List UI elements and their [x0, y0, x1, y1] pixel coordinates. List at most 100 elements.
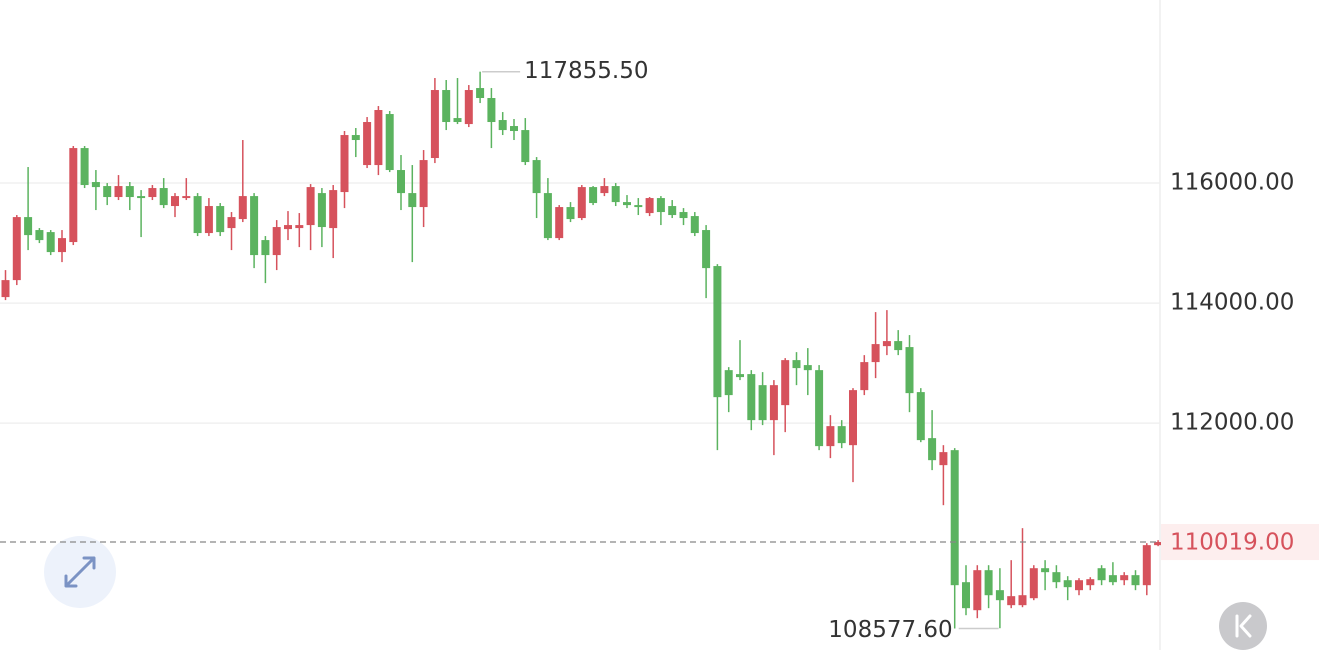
candle-body [1075, 580, 1083, 591]
candle-body [238, 196, 247, 220]
candle-body [803, 365, 812, 371]
candle-body [1108, 575, 1117, 583]
expand-icon[interactable] [64, 556, 96, 588]
candle-body [939, 452, 948, 466]
candle-body [679, 212, 688, 219]
candle-body [984, 570, 993, 596]
candle-body [1, 280, 10, 298]
candle-body [962, 582, 970, 609]
candle-body [442, 90, 451, 123]
candle-body [1097, 568, 1106, 581]
candle-body [227, 217, 236, 229]
candle-body [781, 360, 790, 406]
y-tick-label: 114000.00 [1170, 290, 1294, 316]
candle-body [1041, 568, 1050, 573]
candle-body [611, 186, 620, 203]
candle-body [973, 570, 982, 611]
candle-body [1086, 579, 1095, 586]
candle-body [137, 196, 146, 199]
candle-body [159, 188, 168, 206]
candle-body [758, 385, 767, 421]
candle-body [769, 385, 778, 421]
candle-body [419, 160, 428, 208]
candle-body [430, 90, 439, 159]
candle-body [1007, 596, 1016, 606]
candle-body [317, 193, 326, 228]
candle-body [250, 196, 259, 256]
candle-body [589, 187, 598, 204]
candle-body [871, 344, 880, 363]
candle-body [702, 230, 711, 269]
candle-body [1052, 572, 1061, 583]
candle-body [103, 186, 112, 198]
candle-body [306, 187, 315, 226]
candle-body [815, 370, 824, 447]
candle-body [1029, 568, 1038, 599]
candle-body [894, 341, 903, 351]
candle-body [747, 374, 756, 421]
candle-body [623, 202, 631, 206]
candle-body [736, 374, 744, 378]
candle-body [69, 148, 78, 243]
candle-body [882, 341, 891, 347]
candle-body [543, 193, 552, 239]
candle-body [182, 196, 191, 199]
current-price-label: 110019.00 [1170, 530, 1294, 556]
candle-body [510, 126, 518, 132]
candle-body [566, 207, 575, 220]
candle-body [849, 390, 857, 446]
candle-body [724, 370, 733, 396]
candle-body [272, 227, 281, 256]
candle-body [487, 98, 496, 123]
candle-body [532, 160, 541, 194]
candle-body [329, 190, 338, 229]
candle-body [397, 170, 405, 194]
candle-body [600, 186, 609, 194]
candle-body [950, 450, 959, 586]
candle-body [216, 206, 225, 233]
low-marker-label: 108577.60 [828, 617, 952, 643]
candle-body [295, 225, 304, 229]
candle-body [668, 206, 677, 216]
candle-body [1120, 575, 1129, 581]
candle-body [408, 193, 417, 208]
candle-body [645, 198, 654, 214]
candle-body [453, 118, 462, 123]
candle-body [114, 186, 123, 198]
candle-body [12, 217, 21, 281]
candle-body [476, 88, 485, 99]
candle-body [24, 217, 33, 236]
candle-body [374, 110, 383, 166]
scroll-latest-button[interactable] [1219, 602, 1267, 650]
candle-body [363, 122, 372, 166]
y-tick-label: 112000.00 [1170, 410, 1294, 436]
current-price-tag [1161, 524, 1319, 561]
candle-body [125, 186, 134, 198]
candle-body [792, 360, 801, 369]
candle-body [193, 196, 202, 234]
candle-body [837, 426, 846, 444]
candle-body [58, 238, 66, 253]
candle-body [80, 148, 89, 186]
candle-body [340, 135, 349, 193]
candle-body [261, 240, 270, 256]
expand-button[interactable] [44, 536, 116, 608]
candle-body [351, 135, 360, 141]
candle-body [826, 426, 835, 447]
candle-body [1142, 545, 1151, 586]
candle-body [91, 182, 100, 188]
candle-body [905, 347, 914, 394]
candle-body [577, 187, 586, 219]
candle-body [860, 362, 869, 391]
candle-body [385, 114, 394, 171]
candle-body [995, 590, 1004, 601]
candle-body [521, 130, 530, 163]
scroll-latest-icon[interactable] [1235, 614, 1252, 638]
candle-body [46, 232, 55, 253]
candle-body [713, 266, 722, 398]
y-tick-label: 116000.00 [1170, 170, 1294, 196]
candle-body [148, 188, 157, 198]
candle-body [284, 225, 292, 230]
candle-body [690, 216, 699, 234]
